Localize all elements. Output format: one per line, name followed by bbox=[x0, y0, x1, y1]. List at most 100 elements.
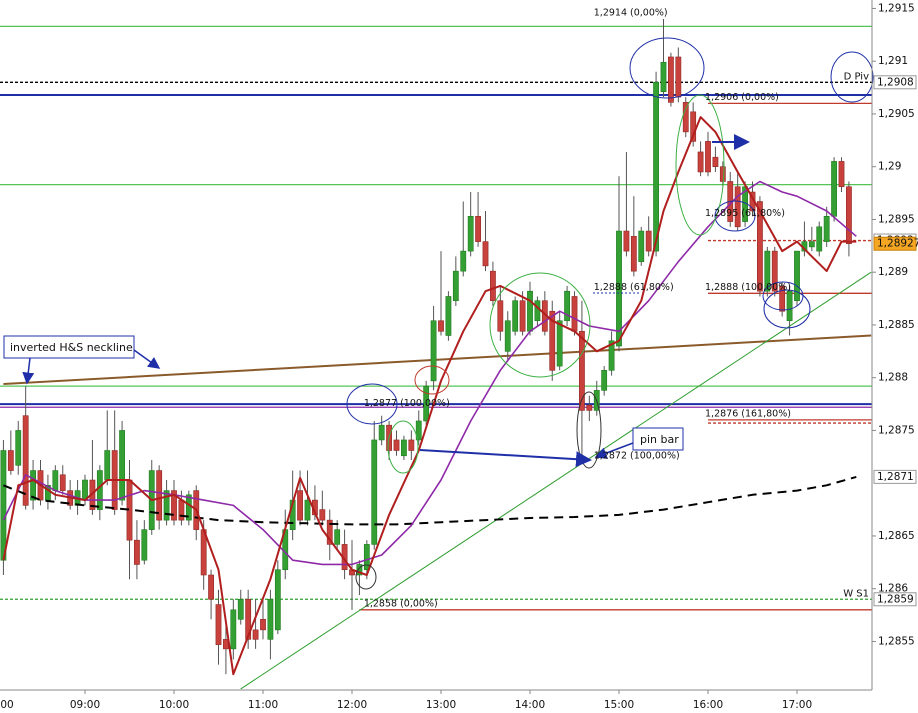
price-tag-label: 1,28927 bbox=[877, 238, 918, 250]
candle-body bbox=[30, 470, 36, 501]
y-tick-label: 1,2895 bbox=[878, 213, 915, 225]
fib-label: 1,2906 (0,00%) bbox=[705, 92, 779, 103]
circle bbox=[830, 51, 874, 103]
x-tick-label: 11:00 bbox=[248, 699, 278, 711]
candle-body bbox=[838, 161, 845, 188]
candle-body bbox=[467, 215, 474, 252]
fib-label: 1,2872 (100,00%) bbox=[594, 451, 680, 462]
candle-body bbox=[7, 450, 14, 471]
candle-body bbox=[630, 236, 637, 272]
trend-line bbox=[3, 334, 872, 386]
candle-body bbox=[846, 186, 852, 245]
fib-label: 1,2877 (100,00%) bbox=[364, 398, 450, 409]
candle-body bbox=[304, 499, 311, 521]
circle bbox=[763, 289, 811, 329]
candle-body bbox=[616, 230, 622, 347]
arrow bbox=[22, 357, 35, 385]
y-tick-label: 1,289 bbox=[878, 266, 908, 278]
y-tick-label: 1,2855 bbox=[878, 635, 915, 647]
candle-body bbox=[82, 479, 88, 501]
price-tag-label: 1,2859 bbox=[877, 593, 914, 605]
candle-body bbox=[415, 420, 422, 441]
candle-body bbox=[141, 529, 148, 561]
candle-body bbox=[653, 81, 659, 252]
circle bbox=[714, 200, 756, 232]
candle-body bbox=[371, 439, 378, 545]
candle-body bbox=[15, 430, 22, 466]
candle-body bbox=[297, 490, 303, 521]
candle-body bbox=[59, 474, 66, 491]
candle-body bbox=[697, 151, 704, 173]
fib-label: 1,2888 (100,00%) bbox=[705, 282, 791, 293]
candle-body bbox=[430, 320, 437, 382]
arrow bbox=[594, 442, 634, 459]
x-tick-label: 00 bbox=[0, 699, 13, 711]
y-tick-label: 1,286 bbox=[878, 583, 908, 595]
circle bbox=[355, 564, 377, 590]
candle-body bbox=[326, 519, 333, 545]
level-label: W S1 bbox=[843, 588, 869, 599]
candle-body bbox=[96, 470, 103, 510]
candle-body bbox=[757, 201, 763, 292]
candle-body bbox=[771, 250, 778, 292]
candle-body bbox=[623, 230, 630, 252]
candle-body bbox=[363, 544, 370, 571]
fib-label: 1,2876 (161,80%) bbox=[705, 408, 791, 419]
candle-body bbox=[712, 156, 719, 167]
candle-body bbox=[319, 509, 326, 521]
candle-body bbox=[163, 490, 170, 521]
candle-body bbox=[638, 230, 645, 262]
y-tick-label: 1,2865 bbox=[878, 530, 915, 542]
candle-body bbox=[549, 310, 556, 371]
candle-body bbox=[527, 290, 533, 332]
price-tag bbox=[873, 592, 917, 607]
candle-body bbox=[119, 430, 125, 501]
level-label: D Piv bbox=[844, 71, 869, 82]
y-tick-label: 1,2885 bbox=[878, 319, 915, 331]
fib-label: 1,2858 (0,00%) bbox=[364, 598, 438, 609]
candle-body bbox=[134, 539, 140, 565]
candle-body bbox=[779, 285, 786, 312]
y-tick-label: 1,291 bbox=[878, 55, 908, 67]
candle-body bbox=[408, 439, 415, 451]
candle-body bbox=[171, 490, 177, 521]
candle-body bbox=[816, 226, 823, 252]
candle-body bbox=[267, 598, 274, 640]
candle-body bbox=[423, 385, 430, 422]
indicator-line bbox=[3, 475, 857, 526]
candle-body bbox=[564, 290, 570, 322]
x-tick-label: 12:00 bbox=[337, 699, 367, 711]
candle-body bbox=[156, 470, 163, 521]
candle-body bbox=[579, 330, 585, 411]
candle-body bbox=[490, 270, 496, 301]
price-tag bbox=[873, 236, 917, 251]
candle-body bbox=[378, 424, 385, 441]
y-tick-label: 1,29 bbox=[878, 161, 901, 173]
candle-body bbox=[504, 320, 511, 352]
circle bbox=[762, 281, 804, 311]
x-tick-label: 16:00 bbox=[693, 699, 723, 711]
note-box bbox=[3, 335, 135, 359]
x-tick-label: 14:00 bbox=[515, 699, 545, 711]
price-tag bbox=[873, 469, 917, 484]
note: inverted H&S neckline bbox=[10, 341, 133, 354]
candle-body bbox=[808, 241, 815, 248]
candle-body bbox=[764, 250, 771, 292]
candle-body bbox=[104, 450, 111, 481]
arrow bbox=[419, 449, 592, 468]
circle bbox=[387, 420, 419, 474]
price-tag-label: 1,2871 bbox=[877, 471, 914, 483]
x-tick-label: 09:00 bbox=[70, 699, 100, 711]
circle bbox=[675, 94, 725, 236]
candle-body bbox=[571, 296, 578, 332]
candle-body bbox=[519, 300, 526, 332]
circle bbox=[489, 272, 591, 378]
fib-label: 1,2895 (61,80%) bbox=[705, 208, 785, 219]
candle-body bbox=[831, 161, 837, 217]
candle-body bbox=[556, 320, 563, 367]
candle-body bbox=[497, 300, 504, 332]
candle-body bbox=[334, 529, 341, 545]
candle-body bbox=[512, 300, 519, 332]
candle-body bbox=[705, 141, 711, 173]
candle-body bbox=[786, 290, 793, 322]
